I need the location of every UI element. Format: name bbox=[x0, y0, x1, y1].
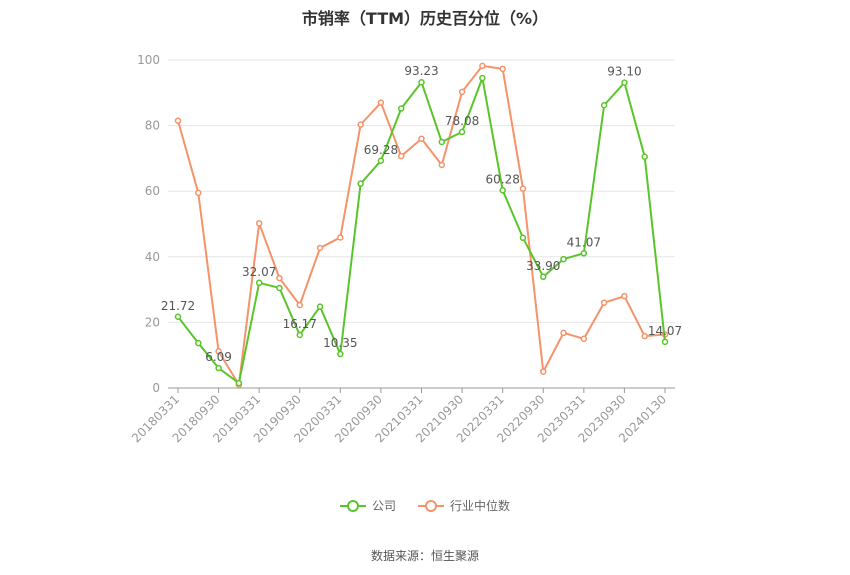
data-label: 16.17 bbox=[283, 317, 317, 331]
source-note: 数据来源：恒生聚源 bbox=[370, 549, 479, 563]
data-point-1 bbox=[600, 299, 608, 306]
y-tick-label: 60 bbox=[145, 184, 160, 198]
y-tick-label: 20 bbox=[145, 315, 160, 329]
data-point-1 bbox=[580, 335, 588, 343]
data-point-0 bbox=[377, 157, 385, 165]
data-point-1 bbox=[377, 99, 385, 106]
data-point-1 bbox=[438, 161, 446, 169]
data-point-0 bbox=[337, 350, 344, 358]
data-point-0 bbox=[174, 313, 182, 321]
data-point-0 bbox=[621, 79, 628, 86]
data-point-1 bbox=[499, 65, 506, 73]
data-point-0 bbox=[540, 273, 547, 281]
data-point-0 bbox=[458, 128, 466, 136]
data-point-1 bbox=[174, 117, 182, 124]
data-point-0 bbox=[519, 234, 527, 242]
data-point-1 bbox=[316, 244, 324, 252]
chart-title: 市销率（TTM）历史百分位（%） bbox=[301, 9, 549, 28]
data-point-1 bbox=[255, 220, 263, 227]
data-point-1 bbox=[357, 121, 364, 128]
data-point-1 bbox=[540, 368, 547, 375]
data-point-1 bbox=[337, 234, 344, 241]
data-point-1 bbox=[519, 185, 527, 192]
data-label: 6.09 bbox=[205, 350, 232, 364]
y-tick-label: 80 bbox=[145, 119, 160, 133]
legend: 公司 行业中位数 bbox=[0, 497, 850, 514]
data-point-1 bbox=[215, 348, 222, 355]
y-tick-label: 40 bbox=[145, 250, 160, 264]
data-point-1 bbox=[621, 292, 628, 300]
data-point-0 bbox=[276, 284, 283, 292]
data-label: 93.23 bbox=[404, 64, 438, 78]
legend-label-industry-median: 行业中位数 bbox=[450, 499, 511, 513]
data-point-1 bbox=[195, 189, 202, 197]
data-point-0 bbox=[357, 180, 364, 187]
data-point-0 bbox=[438, 138, 446, 146]
legend-label-company: 公司 bbox=[371, 499, 396, 513]
legend-swatch-company bbox=[339, 499, 366, 513]
data-point-0 bbox=[600, 102, 608, 109]
data-point-1 bbox=[296, 301, 303, 309]
data-label: 21.72 bbox=[161, 299, 195, 313]
data-point-0 bbox=[215, 364, 222, 372]
data-point-1 bbox=[276, 274, 283, 282]
data-point-0 bbox=[499, 187, 506, 194]
data-point-0 bbox=[560, 255, 567, 263]
data-point-0 bbox=[255, 279, 263, 287]
data-point-0 bbox=[397, 105, 405, 112]
data-point-0 bbox=[418, 78, 425, 86]
data-point-0 bbox=[296, 331, 303, 339]
data-label: 41.07 bbox=[567, 235, 601, 249]
series-line-1 bbox=[177, 64, 666, 386]
legend-item-company[interactable]: 公司 bbox=[339, 497, 396, 514]
data-point-0 bbox=[479, 74, 486, 82]
data-label: 33.90 bbox=[526, 259, 560, 273]
data-label: 93.10 bbox=[607, 65, 641, 79]
data-point-0 bbox=[235, 379, 243, 387]
data-point-1 bbox=[418, 135, 425, 142]
data-label: 10.35 bbox=[323, 336, 357, 350]
y-tick-label: 0 bbox=[152, 381, 160, 395]
data-point-1 bbox=[641, 332, 648, 340]
data-point-0 bbox=[661, 338, 669, 346]
data-label: 32.07 bbox=[242, 265, 276, 279]
data-label: 14.07 bbox=[648, 324, 682, 338]
y-tick-label: 100 bbox=[137, 53, 160, 67]
data-point-0 bbox=[195, 339, 202, 347]
data-point-1 bbox=[560, 329, 567, 337]
data-point-1 bbox=[479, 62, 486, 70]
data-label: 78.08 bbox=[445, 114, 479, 128]
series-line-0 bbox=[177, 77, 666, 385]
data-point-1 bbox=[458, 88, 466, 96]
legend-item-industry-median[interactable]: 行业中位数 bbox=[418, 497, 510, 514]
data-point-0 bbox=[641, 153, 648, 161]
legend-swatch-industry-median bbox=[418, 499, 444, 513]
data-point-0 bbox=[580, 250, 588, 257]
data-label: 60.28 bbox=[485, 172, 519, 186]
data-label: 69.28 bbox=[364, 143, 398, 157]
data-point-0 bbox=[316, 303, 324, 310]
data-point-1 bbox=[397, 152, 405, 160]
